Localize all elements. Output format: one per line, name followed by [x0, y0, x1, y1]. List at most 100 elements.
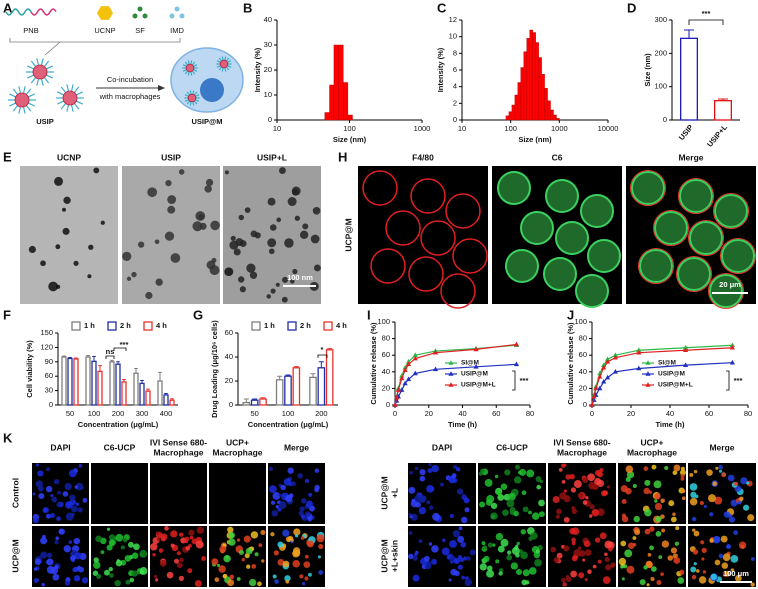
- fluorescence: [606, 485, 611, 489]
- fluorescence: [463, 497, 470, 504]
- fluorescence: [670, 516, 677, 523]
- fluorescence: [514, 464, 520, 470]
- fluorescence: [56, 516, 61, 521]
- fluorescence: [693, 530, 700, 537]
- fluorescence: [577, 492, 584, 499]
- fluorescence: [196, 526, 205, 534]
- fluorescence: [152, 552, 156, 557]
- marker: [405, 361, 412, 367]
- fluorescence: [522, 506, 529, 513]
- y-tick-label: 20: [264, 65, 272, 74]
- fluorescence: [115, 533, 124, 542]
- y-tick-label: 100: [377, 317, 390, 326]
- histogram-bar: [520, 67, 524, 121]
- x-tick-label: 0: [393, 409, 397, 418]
- nucleus: [200, 78, 224, 102]
- fluorescence: [238, 550, 244, 556]
- fluorescence: [479, 563, 487, 571]
- particle-spike: [224, 56, 227, 61]
- polymer-icon: [5, 8, 32, 16]
- nanoparticle: [147, 187, 158, 198]
- fluorescence: [621, 577, 625, 581]
- fluorescence: [418, 539, 423, 544]
- error-bar: [86, 355, 90, 357]
- sf-icon: [132, 13, 138, 19]
- nanoparticle: [210, 220, 220, 231]
- image-header: USIP+L: [257, 152, 287, 162]
- fluorescence: [585, 495, 589, 500]
- marker: [473, 346, 479, 352]
- fluorescence: [216, 563, 221, 568]
- bar: [169, 399, 175, 406]
- error-bar: [134, 368, 138, 374]
- nanoparticle: [270, 288, 276, 294]
- fluorescence: [46, 467, 51, 472]
- image-header: DAPI: [432, 442, 452, 452]
- fluorescence: [56, 502, 62, 508]
- sf-icon: [142, 13, 148, 19]
- cell: [638, 248, 674, 284]
- cell: [677, 257, 711, 291]
- fluorescence: [565, 576, 572, 582]
- marker: [394, 394, 400, 400]
- fluorescence: [57, 491, 62, 495]
- fluorescence: [692, 528, 696, 532]
- marker: [601, 364, 607, 370]
- particle-spike: [28, 93, 35, 98]
- fluorescence: [139, 567, 148, 575]
- fluorescence: [634, 529, 641, 536]
- fluorescence: [506, 499, 515, 508]
- particle-spike: [182, 64, 187, 67]
- fluorescence: [453, 557, 460, 565]
- fluorescence: [222, 574, 227, 579]
- x-tick-label: USIP: [677, 123, 695, 142]
- legend-label: 2 h: [300, 321, 311, 330]
- image-header: Macrophage: [557, 447, 607, 457]
- fluorescence: [458, 526, 463, 531]
- fluorescence: [660, 498, 665, 504]
- cell: [678, 178, 714, 214]
- particle-spike: [70, 104, 74, 112]
- cell: [720, 238, 756, 274]
- nanoparticle: [239, 286, 246, 293]
- y-tick-label: 30: [264, 40, 272, 49]
- fluorescence: [127, 541, 134, 548]
- particle-spike: [27, 74, 34, 79]
- cell: [630, 170, 666, 206]
- nanoparticle: [267, 197, 276, 206]
- fluorescence: [46, 565, 55, 574]
- fluorescence: [414, 466, 419, 471]
- fluorescence: [68, 469, 77, 478]
- y-tick-label: 12: [449, 15, 457, 24]
- y-tick-label: 0: [453, 115, 457, 124]
- y-tick-label: 4: [453, 82, 457, 91]
- fluorescence: [287, 467, 294, 474]
- fluorescence: [268, 485, 277, 494]
- fluorescence: [573, 480, 582, 489]
- nanoparticle: [287, 197, 297, 207]
- fluorescence: [587, 569, 592, 574]
- fluorescence: [314, 468, 319, 473]
- fluorescence: [715, 466, 719, 470]
- fluorescence: [282, 560, 290, 568]
- panel-letter: E: [3, 149, 12, 164]
- error-bar: [260, 397, 266, 399]
- fluorescence: [307, 517, 312, 522]
- fluorescence: [292, 560, 300, 568]
- histogram-bar: [343, 82, 349, 121]
- fluorescence: [582, 500, 588, 505]
- fluorescence: [643, 565, 648, 570]
- fluorescence: [482, 545, 488, 550]
- fluorescence: [268, 466, 274, 472]
- micrograph: [91, 463, 148, 524]
- arrow-head: [158, 85, 165, 91]
- fluorescence: [464, 578, 472, 587]
- fluorescence: [456, 488, 464, 495]
- fluorescence: [409, 470, 413, 475]
- fluorescence: [153, 574, 158, 579]
- fluorescence: [73, 575, 81, 582]
- nanoparticle: [198, 214, 204, 220]
- particle-spike: [221, 67, 224, 72]
- marker: [605, 359, 611, 364]
